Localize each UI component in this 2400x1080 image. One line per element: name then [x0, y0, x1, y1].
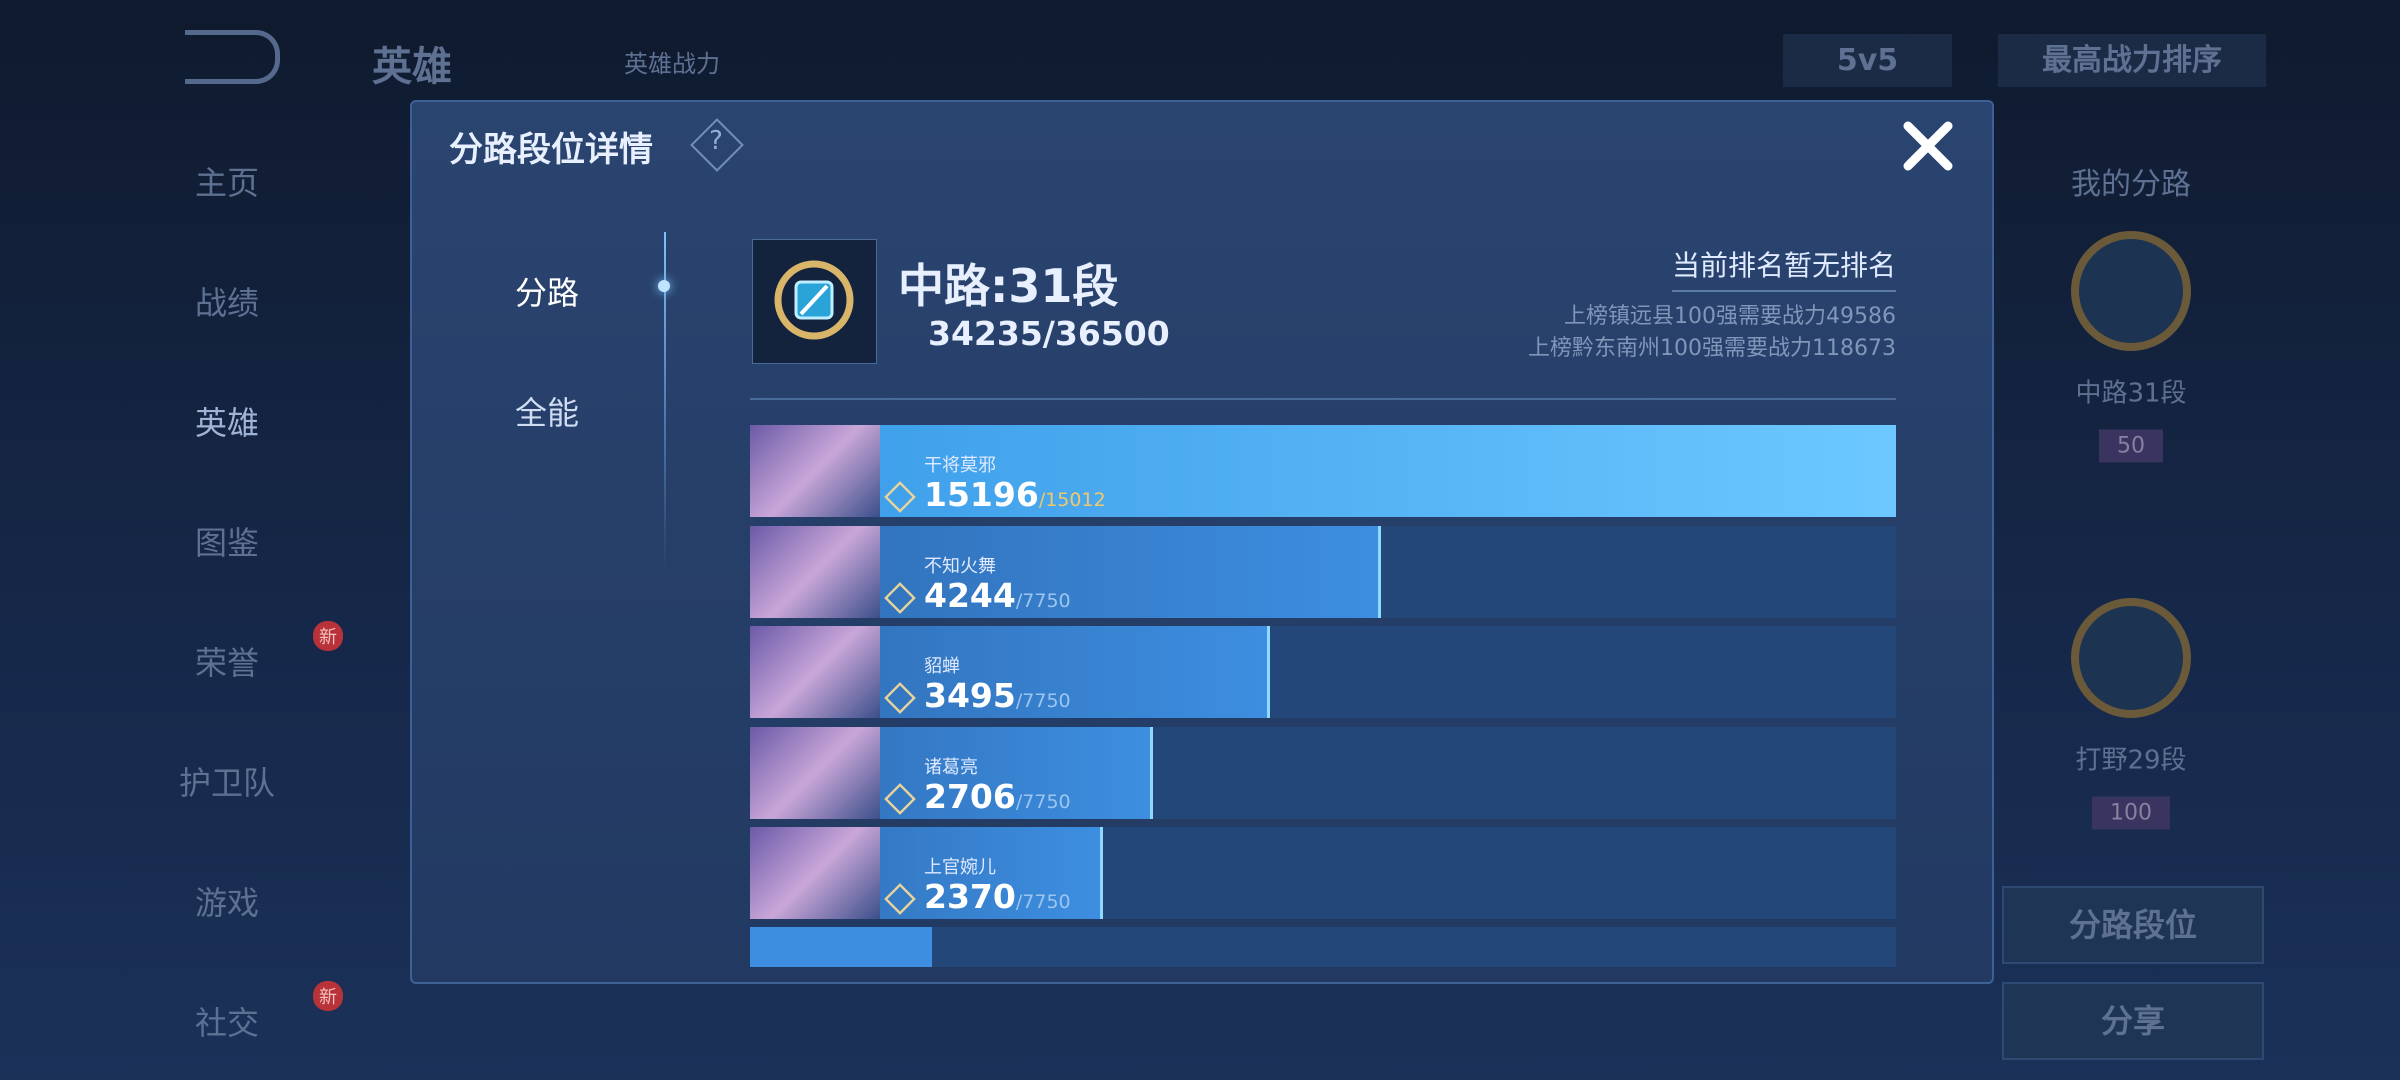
menu-item[interactable]: 护卫队: [178, 764, 276, 802]
new-badge: 新: [313, 981, 343, 1011]
new-badge: 新: [313, 621, 343, 651]
menu-item[interactable]: 游戏: [194, 884, 260, 922]
hero-max: /15012: [1038, 489, 1106, 511]
help-icon[interactable]: ?: [709, 126, 723, 156]
hero-max: /7750: [1015, 891, 1071, 913]
menu-item[interactable]: 战绩: [194, 284, 260, 322]
panel-button[interactable]: 分享: [2002, 982, 2264, 1060]
hero-score: 2370/7750: [924, 877, 1071, 916]
hero-name: 诸葛亮: [924, 756, 978, 778]
hero-portrait: [750, 726, 880, 819]
lane-power: 34235/36500: [928, 314, 1170, 353]
hero-max: /7750: [1015, 589, 1071, 612]
hero-row: 不知火舞 4244/7750: [750, 525, 1896, 618]
sort-select[interactable]: 最高战力排序: [1998, 34, 2266, 87]
modal-title: 分路段位详情: [449, 130, 653, 170]
hero-name: 貂蝉: [924, 656, 960, 677]
hero-row: 诸葛亮 2706/7750: [750, 726, 1896, 819]
menu-item[interactable]: 荣誉: [194, 644, 260, 682]
panel-title: 我的分路: [2071, 167, 2191, 202]
hero-portrait: [750, 626, 880, 718]
hero-score: 4244/7750: [924, 575, 1071, 615]
lane-emblem: [2071, 598, 2191, 718]
tab[interactable]: 分路: [515, 274, 580, 312]
modal: 分路段位详情 ? 分路全能 中路:31段 34235/36500 当前排名暂无排…: [410, 100, 1994, 984]
panel-button[interactable]: 分路段位: [2002, 886, 2264, 964]
hero-row: 上官婉儿 2370/7750: [750, 827, 1896, 919]
hero-max: /7750: [1015, 690, 1071, 712]
hero-portrait: [750, 525, 880, 618]
power-label[interactable]: 英雄战力: [624, 50, 720, 78]
close-button[interactable]: [1902, 120, 1954, 172]
rank-requirement: 上榜镇远县100强需要战力49586: [1564, 304, 1896, 329]
tab[interactable]: 全能: [515, 394, 580, 432]
hero-score: 2706/7750: [924, 776, 1071, 816]
hero-name: 干将莫邪: [924, 455, 996, 476]
top-title: 英雄: [372, 44, 452, 90]
hero-max: /7750: [1015, 790, 1071, 813]
menu-item[interactable]: 英雄: [194, 404, 260, 442]
lane-emblem: [2071, 231, 2191, 351]
lane-badge: 50: [2099, 429, 2163, 463]
hero-portrait: [750, 425, 880, 517]
hero-row: 干将莫邪 15196/15012: [750, 425, 1896, 517]
hero-score: 15196/15012: [924, 475, 1106, 514]
menu-item[interactable]: 主页: [194, 164, 260, 202]
lane-badge: 100: [2092, 796, 2170, 830]
rank-status: 当前排名暂无排名: [1671, 244, 1896, 292]
rank-requirement: 上榜黔东南州100强需要战力118673: [1528, 336, 1896, 361]
lane-icon: [752, 239, 877, 364]
hero-row: 貂蝉 3495/7750: [750, 626, 1896, 718]
hero-name: 不知火舞: [924, 555, 996, 577]
hero-name: 上官婉儿: [924, 857, 996, 878]
progress-fill: [750, 425, 1896, 517]
mode-select[interactable]: 5v5: [1783, 34, 1952, 87]
menu-item[interactable]: 图鉴: [194, 524, 260, 562]
lane-label: 打野29段: [2075, 745, 2187, 776]
menu-item[interactable]: 社交: [194, 1004, 260, 1042]
lane-label: 中路31段: [2075, 378, 2187, 409]
lane-title: 中路:31段: [898, 259, 1119, 313]
hero-score: 3495/7750: [924, 676, 1071, 715]
hero-portrait: [750, 827, 880, 919]
back-icon[interactable]: [185, 30, 280, 84]
